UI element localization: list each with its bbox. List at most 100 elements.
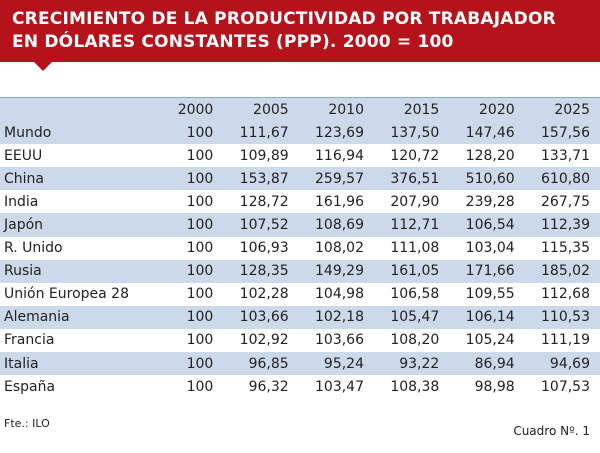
cell: 100 (186, 286, 214, 303)
cell: 107,52 (239, 217, 289, 234)
cell: 110,53 (541, 309, 590, 326)
cell: 103,66 (239, 309, 289, 326)
cell: 103,66 (315, 332, 364, 349)
cell: 96,85 (248, 355, 289, 372)
title: CRECIMIENTO DE LA PRODUCTIVIDAD POR TRAB… (12, 8, 556, 54)
row-label: España (4, 378, 56, 395)
cell: 105,24 (465, 332, 515, 349)
cell: 510,60 (465, 170, 515, 187)
cell: 112,39 (541, 217, 590, 234)
row-label: Mundo (4, 124, 52, 141)
cell: 100 (186, 240, 214, 257)
cell: 95,24 (323, 355, 364, 372)
cell: 128,72 (239, 193, 289, 210)
cell: 108,38 (390, 378, 440, 395)
cell: 106,58 (390, 286, 440, 303)
cell: 100 (186, 147, 214, 164)
cell: 96,32 (248, 378, 289, 395)
cell: 93,22 (399, 355, 440, 372)
cell: 116,94 (315, 147, 364, 164)
cell: 108,02 (315, 240, 364, 257)
cell: 106,93 (239, 240, 289, 257)
cell: 267,75 (541, 193, 590, 210)
table-row: R. Unido 100 106,93 108,02 111,08 103,04 115,3… (0, 237, 600, 260)
cell: 239,28 (465, 193, 515, 210)
cell: 108,69 (315, 217, 364, 234)
cell: 102,18 (315, 309, 364, 326)
cell: 111,19 (541, 332, 590, 349)
cell: 100 (186, 193, 214, 210)
cell: 207,90 (390, 193, 440, 210)
column-header: 2005 (253, 101, 289, 118)
cell: 259,57 (315, 170, 364, 187)
row-label: Francia (4, 332, 55, 349)
title-line: EN DÓLARES CONSTANTES (PPP). 2000 = 100 (12, 32, 454, 52)
cell: 86,94 (474, 355, 515, 372)
header-notch (34, 62, 52, 71)
cell: 120,72 (390, 147, 440, 164)
row-label: China (4, 170, 44, 187)
column-header: 2000 (177, 101, 214, 118)
header-band: CRECIMIENTO DE LA PRODUCTIVIDAD POR TRAB… (0, 0, 600, 62)
row-label: Rusia (4, 263, 42, 280)
table-row: Alemania 100 103,66 102,18 105,47 106,14 110,5… (0, 305, 600, 329)
table-row: China 100 153,87 259,57 376,51 510,60 610,80 (0, 167, 600, 191)
row-label: Alemania (4, 309, 70, 326)
cell: 133,71 (541, 147, 590, 164)
row-label: Japón (4, 217, 44, 234)
cell: 111,08 (390, 240, 440, 257)
cell: 100 (186, 263, 214, 280)
column-header: 2010 (328, 101, 364, 118)
table-row: EEUU 100 109,89 116,94 120,72 128,20 133,71 (0, 144, 600, 167)
cell: 149,29 (315, 263, 364, 280)
cell: 123,69 (315, 124, 364, 141)
header-row: 2000 2005 2010 2015 2020 2025 (0, 97, 600, 122)
cell: 161,05 (390, 263, 440, 280)
table-row: Rusia 100 128,35 149,29 161,05 171,66 185,02 (0, 259, 600, 283)
column-header: 2015 (403, 101, 440, 118)
cell: 106,54 (465, 217, 515, 234)
cell: 115,35 (541, 240, 590, 257)
title-line: CRECIMIENTO DE LA PRODUCTIVIDAD POR TRAB… (12, 9, 556, 29)
column-header: 2025 (554, 101, 590, 118)
table-row: Japón 100 107,52 108,69 112,71 106,54 112,39 (0, 213, 600, 237)
cell: 103,04 (465, 240, 515, 257)
cell: 104,98 (315, 286, 364, 303)
cell: 109,89 (239, 147, 289, 164)
cell: 100 (186, 378, 214, 395)
cell: 103,47 (315, 378, 364, 395)
cell: 100 (186, 170, 214, 187)
table-row: Unión Europea 28 100 102,28 104,98 106,58 109… (0, 283, 600, 306)
row-label: R. Unido (4, 240, 63, 257)
source: Fte.: ILO (4, 417, 50, 430)
cell: 137,50 (390, 124, 440, 141)
cell: 171,66 (465, 263, 515, 280)
cell: 112,71 (390, 217, 440, 234)
row-label: EEUU (4, 147, 43, 164)
table-row: Italia 100 96,85 95,24 93,22 86,94 94,69 (0, 352, 600, 376)
column-header: 2020 (479, 101, 515, 118)
cell: 157,56 (541, 124, 590, 141)
cell: 107,53 (541, 378, 590, 395)
data-table: 2000 2005 2010 2015 2020 2025 Mundo 100 111,67 12… (0, 97, 600, 398)
table-row: Francia 100 102,92 103,66 108,20 105,24 111,19 (0, 329, 600, 352)
cell: 102,92 (239, 332, 289, 349)
cell: 100 (186, 309, 214, 326)
cell: 610,80 (541, 170, 590, 187)
column-header (0, 98, 164, 122)
cell: 102,28 (239, 286, 289, 303)
cell: 185,02 (541, 263, 590, 280)
cell: 100 (186, 355, 214, 372)
cell: 108,20 (390, 332, 440, 349)
cell: 128,35 (239, 263, 289, 280)
row-label: India (4, 193, 39, 210)
cell: 100 (186, 217, 214, 234)
row-label: Italia (4, 355, 39, 372)
cell: 100 (186, 124, 214, 141)
cell: 161,96 (315, 193, 364, 210)
cell: 106,14 (465, 309, 515, 326)
cell: 94,69 (549, 355, 590, 372)
table-label: Cuadro Nº. 1 (513, 424, 590, 438)
cell: 100 (186, 332, 214, 349)
